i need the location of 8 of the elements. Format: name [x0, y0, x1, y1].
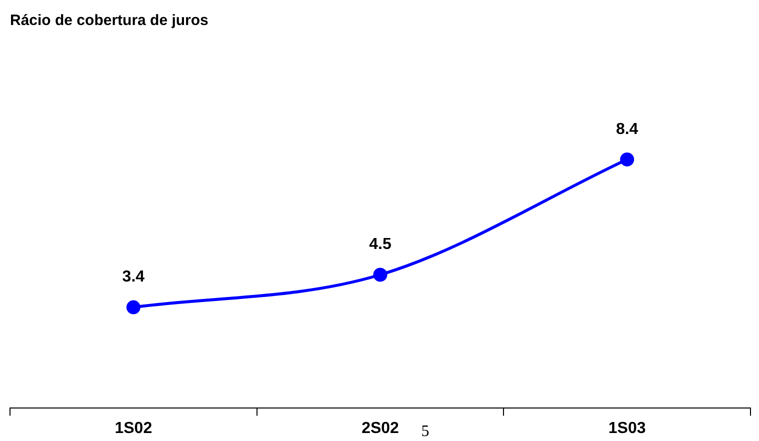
x-tick-label: 1S03: [608, 420, 646, 437]
text: 5: [421, 423, 430, 440]
x-tick-label: 1S02: [114, 420, 152, 437]
data-label: 4.5: [369, 236, 392, 254]
x-tick-label: 2S02: [362, 420, 400, 437]
chart-title: Rácio de cobertura de juros: [10, 12, 208, 29]
data-label: 8.4: [616, 120, 638, 138]
data-label: 3.4: [122, 268, 145, 286]
